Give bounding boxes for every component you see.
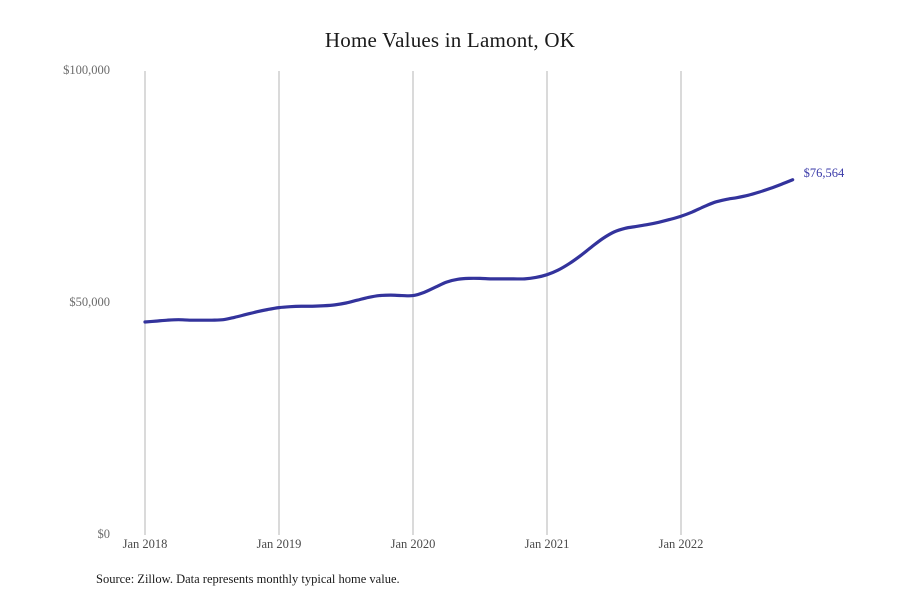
x-tick-label-jan-2021: Jan 2021 xyxy=(524,537,570,551)
x-tick-label-jan-2019: Jan 2019 xyxy=(256,537,302,551)
source-note: Source: Zillow. Data represents monthly … xyxy=(96,572,400,586)
end-value-label: $76,564 xyxy=(803,165,845,180)
y-tick-label-0: $0 xyxy=(97,527,111,541)
y-tick-label-100000: $100,000 xyxy=(63,63,110,77)
gridlines xyxy=(144,71,682,535)
value-line xyxy=(143,178,795,324)
x-tick-label-jan-2020: Jan 2020 xyxy=(390,537,436,551)
y-tick-label-50000: $50,000 xyxy=(69,295,110,309)
x-tick-label-jan-2018: Jan 2018 xyxy=(122,537,168,551)
x-tick-label-jan-2022: Jan 2022 xyxy=(658,537,704,551)
chart-title: Home Values in Lamont, OK xyxy=(324,28,576,52)
